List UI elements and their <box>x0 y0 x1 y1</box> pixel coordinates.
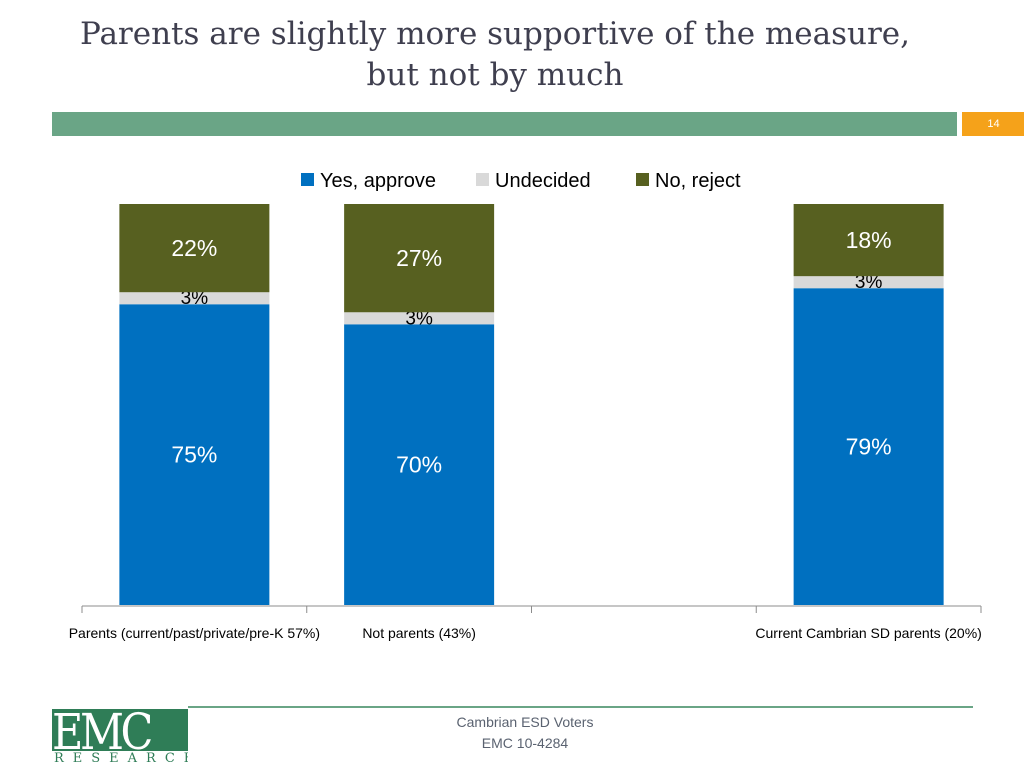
data-label-3-0: 79% <box>846 434 892 460</box>
footer-divider <box>188 706 973 708</box>
bar-segment-0-0 <box>119 304 270 605</box>
legend-label-0: Yes, approve <box>320 170 436 192</box>
category-label-0: Parents (current/past/private/pre-K 57%) <box>69 625 320 641</box>
bar-segment-3-1 <box>793 276 944 289</box>
data-label-0-0: 75% <box>171 442 217 468</box>
data-label-0-1: 3% <box>181 288 209 309</box>
footer-line-2: EMC 10-4284 <box>481 735 569 751</box>
legend-swatch-2 <box>636 173 649 186</box>
bar-segment-0-1 <box>119 292 270 305</box>
data-label-3-1: 3% <box>855 272 883 293</box>
footer-text: Cambrian ESD Voters EMC 10-4284 <box>400 712 650 754</box>
data-label-3-2: 18% <box>846 227 892 253</box>
page-number: 14 <box>962 112 1024 136</box>
logo-text: EMC <box>52 709 153 761</box>
emc-research-logo: EMC RESEARCH <box>52 709 188 765</box>
data-label-1-2: 27% <box>396 245 442 271</box>
header-band <box>52 112 957 136</box>
bar-segment-3-2 <box>793 204 944 277</box>
bar-segment-1-0 <box>344 324 495 605</box>
data-label-1-1: 3% <box>405 308 433 329</box>
slide-title-line-2: but not by much <box>366 57 624 93</box>
bar-segment-3-0 <box>793 288 944 605</box>
category-label-1: Not parents (43%) <box>362 625 476 641</box>
legend-swatch-0 <box>301 173 314 186</box>
data-label-0-2: 22% <box>171 235 217 261</box>
legend-label-1: Undecided <box>495 170 591 192</box>
slide-title-line-1: Parents are slightly more supportive of … <box>79 16 911 52</box>
legend-label-2: No, reject <box>655 170 741 192</box>
slide-title: Parents are slightly more supportive of … <box>30 14 960 96</box>
data-label-1-0: 70% <box>396 452 442 478</box>
footer-line-1: Cambrian ESD Voters <box>456 714 594 730</box>
bar-segment-0-2 <box>119 204 270 293</box>
logo-box: EMC <box>52 709 188 757</box>
bar-segment-1-2 <box>344 204 495 313</box>
category-label-3: Current Cambrian SD parents (20%) <box>755 625 981 641</box>
bar-segment-1-1 <box>344 312 495 325</box>
legend-swatch-1 <box>476 173 489 186</box>
logo-subtext: RESEARCH <box>54 751 188 765</box>
stacked-bar-chart: Yes, approve Undecided No, reject 75% 3% 22% 7… <box>69 170 982 641</box>
